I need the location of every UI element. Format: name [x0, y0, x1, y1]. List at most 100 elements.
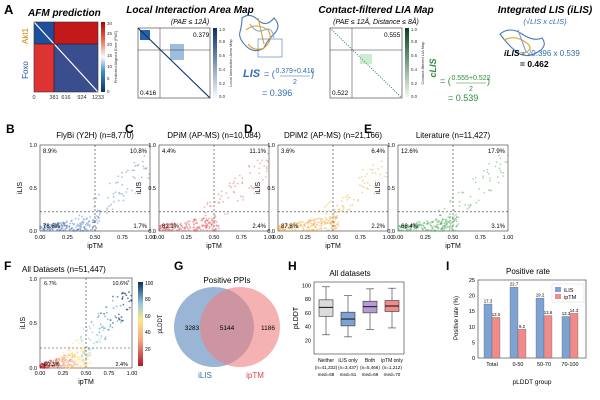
data-point	[477, 199, 480, 202]
data-point	[166, 228, 169, 231]
quadrant-label-tl: 3.6%	[281, 149, 295, 155]
data-point	[95, 333, 98, 336]
data-point	[170, 222, 173, 225]
data-point	[158, 228, 161, 231]
data-point	[433, 230, 436, 232]
data-point	[443, 225, 446, 228]
data-point	[324, 222, 326, 225]
data-point	[322, 220, 325, 223]
data-point	[99, 212, 101, 214]
lia-subtitle: (PAE ≤ 12Å)	[171, 17, 209, 26]
data-point	[337, 208, 340, 211]
data-point	[453, 219, 456, 222]
data-point	[306, 226, 309, 229]
data-point	[187, 222, 190, 225]
data-point	[410, 225, 412, 227]
data-point	[86, 362, 89, 365]
data-point	[86, 229, 89, 232]
data-point	[323, 221, 326, 224]
data-point	[111, 299, 114, 302]
data-point	[74, 230, 76, 232]
data-point	[290, 225, 293, 228]
data-point	[263, 164, 265, 167]
lis-formula-lhs: LIS	[243, 68, 261, 80]
data-point	[193, 228, 196, 231]
data-point	[43, 228, 46, 231]
data-point	[282, 229, 285, 231]
data-point	[420, 226, 423, 229]
data-point	[467, 204, 470, 206]
data-point	[52, 225, 54, 228]
data-point	[75, 363, 78, 366]
data-point	[311, 224, 314, 227]
clia-subtitle: (PAE ≤ 12Å, Distance ≤ 8Å)	[333, 17, 419, 26]
clia-heatmap	[329, 27, 403, 99]
data-point	[81, 221, 84, 223]
data-point	[180, 225, 183, 227]
data-point	[160, 224, 163, 226]
data-point	[326, 222, 329, 225]
data-point	[136, 164, 139, 167]
data-point	[46, 227, 49, 230]
data-point	[457, 223, 460, 225]
data-point	[292, 222, 295, 225]
data-point	[206, 223, 208, 226]
data-point	[450, 227, 453, 230]
data-point	[308, 228, 311, 231]
data-point	[404, 227, 406, 229]
panel-letter: H	[288, 259, 297, 273]
group-n: (n=5,466)	[360, 365, 380, 370]
data-point	[196, 222, 199, 225]
y-tick: 0.5	[148, 186, 156, 192]
data-point	[200, 219, 203, 222]
data-point	[169, 224, 171, 226]
data-point	[439, 223, 442, 225]
data-point	[193, 218, 196, 221]
data-point	[169, 224, 172, 226]
data-point	[92, 342, 95, 344]
data-point	[469, 203, 472, 206]
data-point	[71, 342, 74, 344]
bar-ilis	[561, 316, 571, 359]
data-point	[291, 226, 294, 229]
data-point	[161, 224, 164, 227]
data-point	[489, 177, 492, 180]
data-point	[178, 228, 180, 231]
legend-swatch-ilis	[555, 287, 561, 292]
data-point	[448, 215, 451, 218]
bar-iptm	[491, 317, 501, 359]
data-point	[203, 221, 206, 224]
data-point	[298, 224, 301, 227]
data-point	[216, 224, 218, 227]
data-point	[131, 169, 134, 172]
data-point	[109, 325, 112, 328]
data-point	[189, 225, 192, 228]
data-point	[89, 216, 92, 218]
quadrant-label-bl: 80.3%	[44, 362, 60, 368]
data-point	[137, 182, 139, 185]
data-point	[54, 226, 57, 229]
data-point	[58, 229, 61, 231]
data-point	[451, 225, 453, 228]
data-point	[72, 223, 75, 226]
data-point	[162, 224, 165, 227]
data-point	[279, 227, 281, 230]
data-point	[178, 228, 181, 231]
data-point	[400, 229, 403, 232]
data-point	[333, 222, 336, 224]
data-point	[82, 328, 85, 331]
data-point	[423, 222, 426, 224]
data-point	[42, 228, 45, 231]
data-point	[147, 177, 150, 180]
data-point	[320, 223, 323, 225]
data-point	[133, 161, 136, 164]
data-point	[336, 216, 339, 219]
data-point	[82, 358, 85, 361]
data-point	[87, 222, 90, 224]
data-point	[504, 161, 507, 163]
data-point	[61, 225, 64, 228]
data-point	[342, 208, 345, 211]
data-point	[209, 221, 211, 224]
bar-iptm	[517, 329, 527, 359]
lia-colorbar-label: Local Interaction Area Map	[228, 38, 233, 86]
